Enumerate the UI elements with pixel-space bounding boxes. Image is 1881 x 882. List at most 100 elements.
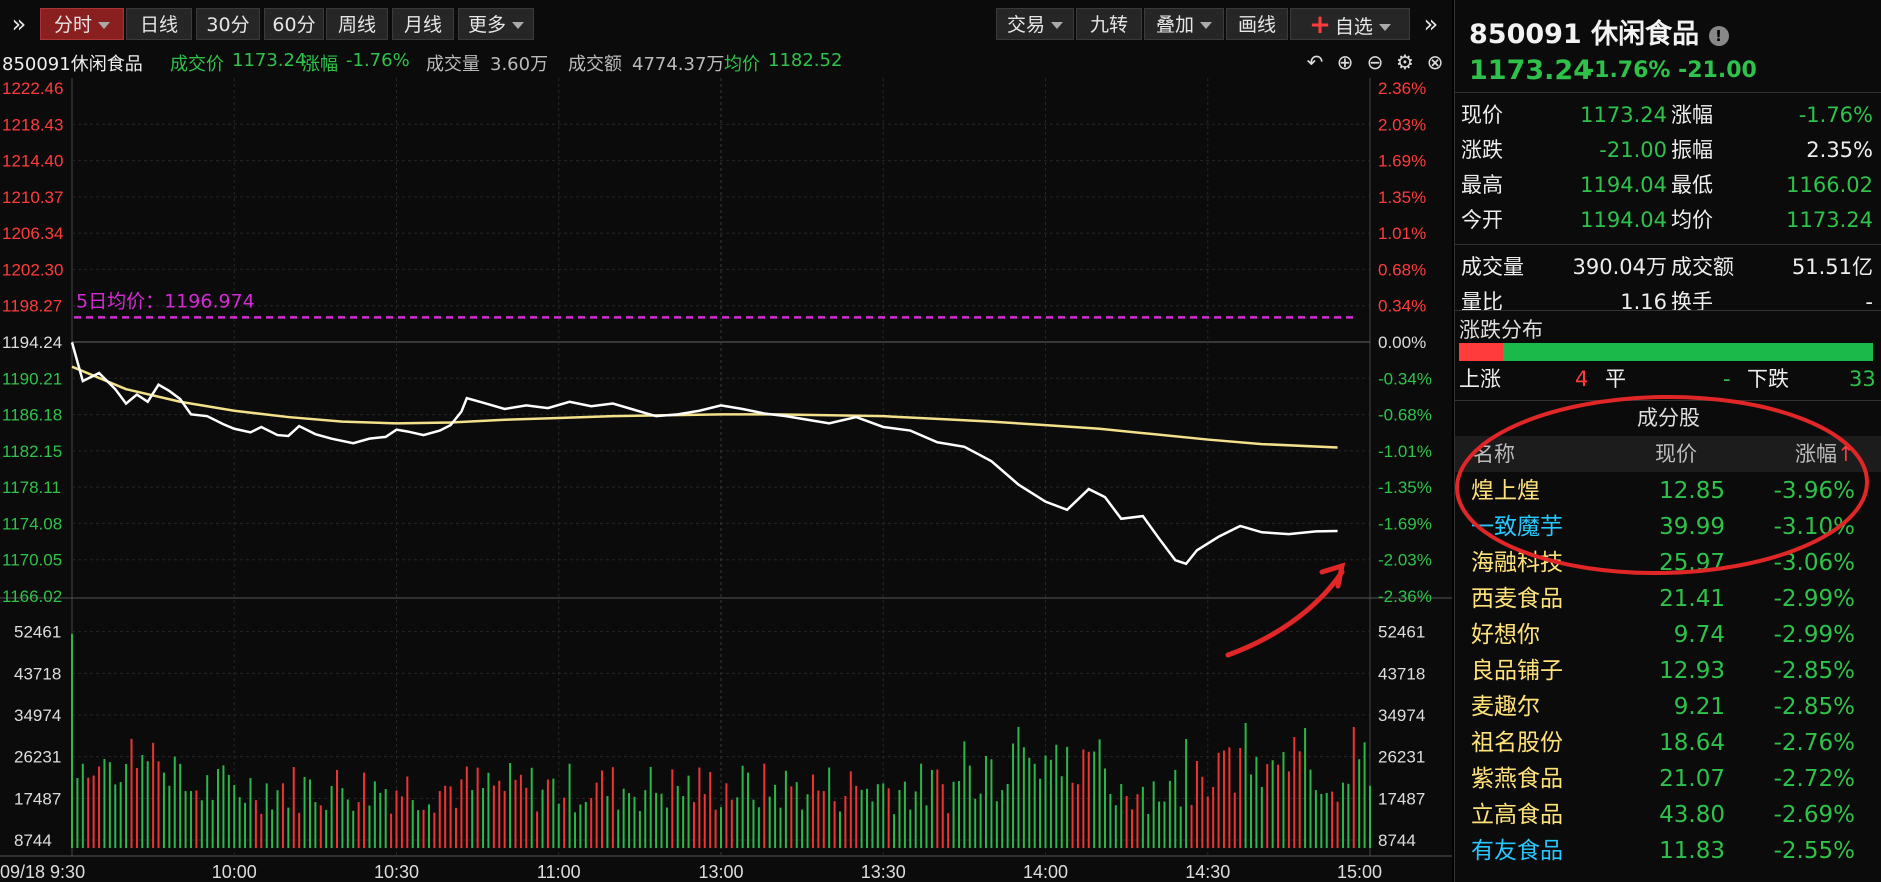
quote-value: 1.16 bbox=[1620, 290, 1667, 314]
component-change: -3.06% bbox=[1773, 550, 1855, 576]
quote-panel: 850091 休闲食品 ! 1173.24 -1.76% -21.00 现价 11… bbox=[1454, 0, 1881, 882]
chart-toolbar: » 分时 日线 30分 60分 周线 月线 更多 交易 九转 叠加 画线 + 自选» bbox=[0, 0, 1452, 48]
component-row[interactable]: 紫燕食品 21.07 -2.72% bbox=[1455, 761, 1881, 797]
quote-value: -21.00 bbox=[1599, 138, 1667, 162]
component-row[interactable]: 立高食品 43.80 -2.69% bbox=[1455, 797, 1881, 833]
index-title: 850091 休闲食品 ! bbox=[1469, 12, 1729, 51]
component-row[interactable]: 西麦食品 21.41 -2.99% bbox=[1455, 581, 1881, 617]
col-change-header[interactable]: 涨幅↑ bbox=[1795, 436, 1855, 472]
info-icon[interactable]: ! bbox=[1708, 25, 1729, 46]
tab-period-2[interactable]: 30分 bbox=[196, 8, 260, 40]
price-tick-label: 1222.46 bbox=[2, 79, 63, 98]
component-price: 21.41 bbox=[1659, 586, 1725, 612]
volume-tick-label: 52461 bbox=[14, 623, 61, 642]
component-price: 21.07 bbox=[1659, 766, 1725, 792]
volume-tick-label-right: 43718 bbox=[1378, 664, 1425, 683]
component-row[interactable]: 一致魔芋 39.99 -3.10% bbox=[1455, 509, 1881, 545]
tab-label: 分时 bbox=[53, 14, 92, 36]
tab-period-5[interactable]: 月线 bbox=[392, 8, 454, 40]
components-header: 名称 现价 涨幅↑ bbox=[1455, 436, 1881, 472]
tab-period-3[interactable]: 60分 bbox=[264, 8, 324, 40]
col-name-header[interactable]: 名称 bbox=[1473, 442, 1515, 466]
amount-value: 4774.37万 bbox=[632, 54, 725, 75]
tab-label: 周线 bbox=[337, 14, 376, 36]
intraday-chart[interactable]: 1222.46 2.36% 1218.43 2.03% 1214.40 1.69% 1210… bbox=[0, 78, 1452, 882]
component-change: -2.85% bbox=[1773, 658, 1855, 684]
pct-tick-label: -0.34% bbox=[1378, 369, 1432, 388]
distribution-title: 涨跌分布 bbox=[1459, 318, 1543, 342]
component-change: -2.55% bbox=[1773, 838, 1855, 864]
zoom-in-icon[interactable]: ⊕ bbox=[1336, 50, 1354, 74]
tab-period-6[interactable]: 更多 bbox=[458, 8, 534, 40]
toolbar-button-2[interactable]: 叠加 bbox=[1144, 8, 1224, 40]
quote-key: 振幅 bbox=[1671, 138, 1713, 162]
toolbar-button-1[interactable]: 九转 bbox=[1076, 8, 1142, 40]
toolbar-button-0[interactable]: 交易 bbox=[996, 8, 1074, 40]
component-row[interactable]: 有友食品 11.83 -2.55% bbox=[1455, 833, 1881, 869]
quote-key: 最低 bbox=[1671, 173, 1713, 197]
component-price: 9.74 bbox=[1673, 622, 1725, 648]
toolbar-button-label: 叠加 bbox=[1155, 14, 1194, 36]
price-tick-label: 1174.08 bbox=[2, 514, 62, 533]
tab-period-1[interactable]: 日线 bbox=[126, 8, 192, 40]
component-change: -3.10% bbox=[1773, 514, 1855, 540]
component-row[interactable]: 麦趣尔 9.21 -2.85% bbox=[1455, 689, 1881, 725]
price-tick-label: 1214.40 bbox=[2, 152, 63, 171]
toolbar-button-label: 画线 bbox=[1237, 14, 1276, 36]
component-row[interactable]: 祖名股份 18.64 -2.76% bbox=[1455, 725, 1881, 761]
component-name: 紫燕食品 bbox=[1471, 766, 1563, 792]
price-tick-label: 1186.18 bbox=[2, 406, 62, 425]
component-row[interactable]: 海融科技 25.97 -3.06% bbox=[1455, 545, 1881, 581]
price-tick-label: 1194.24 bbox=[2, 333, 62, 352]
quote-row: 现价 1173.24 涨幅 -1.76% bbox=[1461, 98, 1875, 132]
components-title: 成分股 bbox=[1637, 406, 1700, 430]
undo-icon[interactable]: ↶ bbox=[1306, 50, 1324, 74]
toolbar-button-4[interactable]: + 自选 bbox=[1290, 8, 1410, 40]
tab-label: 日线 bbox=[139, 14, 178, 36]
tab-intraday[interactable]: 分时 bbox=[40, 8, 124, 40]
component-change: -2.85% bbox=[1773, 694, 1855, 720]
quote-row: 最高 1194.04 最低 1166.02 bbox=[1461, 168, 1875, 202]
up-count: 4 bbox=[1575, 367, 1589, 391]
component-price: 12.93 bbox=[1659, 658, 1725, 684]
volume-value: 3.60万 bbox=[490, 54, 549, 75]
component-price: 39.99 bbox=[1659, 514, 1725, 540]
divider bbox=[1455, 92, 1881, 93]
index-title-text: 850091 休闲食品 bbox=[1469, 19, 1700, 50]
col-price-header[interactable]: 现价 bbox=[1655, 442, 1697, 466]
quote-value: 1173.24 bbox=[1580, 103, 1667, 127]
component-name: 有友食品 bbox=[1471, 838, 1563, 864]
time-tick-label: 14:00 bbox=[1023, 862, 1068, 882]
time-tick-label: 13:00 bbox=[698, 862, 743, 882]
distribution-up-fill bbox=[1459, 343, 1503, 361]
settings-icon[interactable]: ⚙ bbox=[1396, 50, 1414, 74]
avg-price-line bbox=[71, 365, 1338, 449]
expand-right-icon[interactable]: » bbox=[1414, 8, 1448, 40]
toolbar-button-3[interactable]: 画线 bbox=[1226, 8, 1288, 40]
component-row[interactable]: 煌上煌 12.85 -3.96% bbox=[1455, 473, 1881, 509]
time-tick-label: 14:30 bbox=[1185, 862, 1230, 882]
chevron-down-icon bbox=[1378, 24, 1391, 31]
time-tick-label: 10:30 bbox=[374, 862, 419, 882]
pct-tick-label: 0.00% bbox=[1378, 333, 1426, 352]
distribution-counts: 上涨 4 平 - 下跌 33 bbox=[1459, 362, 1876, 396]
divider bbox=[1455, 310, 1881, 311]
quote-value: 390.04万 bbox=[1572, 255, 1667, 279]
zoom-out-icon[interactable]: ⊖ bbox=[1366, 50, 1384, 74]
component-row[interactable]: 良品铺子 12.93 -2.85% bbox=[1455, 653, 1881, 689]
expand-left-icon[interactable]: » bbox=[2, 8, 36, 40]
plus-icon: + bbox=[1309, 10, 1331, 40]
tab-label: 月线 bbox=[403, 14, 442, 36]
component-row[interactable]: 好想你 9.74 -2.99% bbox=[1455, 617, 1881, 653]
tab-period-4[interactable]: 周线 bbox=[326, 8, 388, 40]
close-icon[interactable]: ⊗ bbox=[1426, 50, 1444, 74]
pct-tick-label: 2.36% bbox=[1378, 79, 1426, 98]
component-change: -2.99% bbox=[1773, 622, 1855, 648]
quote-value: 51.51亿 bbox=[1791, 255, 1873, 279]
quote-key: 换手 bbox=[1671, 290, 1713, 314]
volume-tick-label: 17487 bbox=[14, 789, 61, 808]
component-name: 一致魔芋 bbox=[1471, 514, 1563, 540]
chevron-down-icon bbox=[1200, 22, 1212, 29]
volume-tick-label: 8744 bbox=[14, 831, 52, 850]
component-price: 9.21 bbox=[1673, 694, 1725, 720]
